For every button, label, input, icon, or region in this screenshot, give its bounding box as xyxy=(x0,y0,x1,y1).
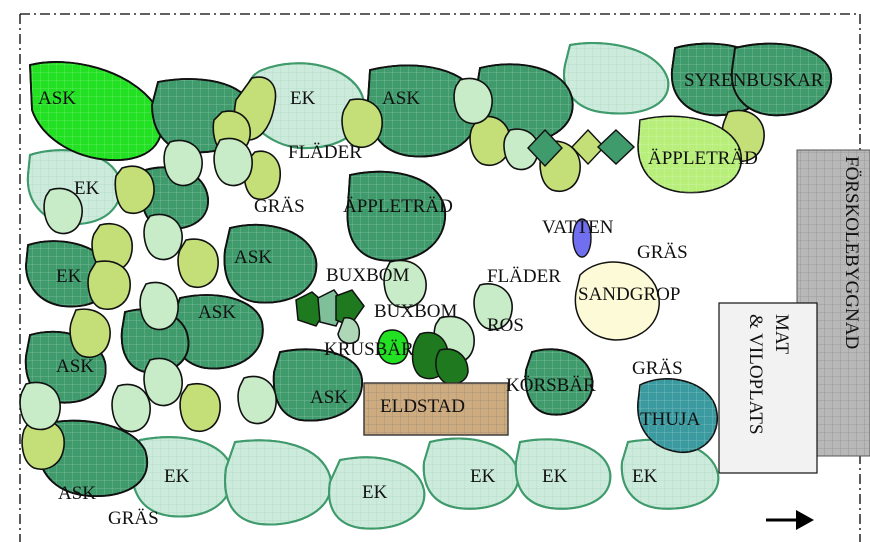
grass-blobs xyxy=(21,76,765,470)
mat-viloplats-area xyxy=(718,302,818,474)
label-gras: GRÄS xyxy=(108,508,159,529)
label-ek: EK xyxy=(362,482,388,503)
label-ek: EK xyxy=(542,466,568,487)
appletrad-right xyxy=(637,115,743,194)
label-ek: EK xyxy=(74,178,100,199)
label-ask: ASK xyxy=(38,88,76,109)
label-appletrad: ÄPPLETRÄD xyxy=(343,196,453,217)
label-forskolebyggnad: FÖRSKOLEBYGGNAD xyxy=(841,156,862,349)
label-korsbar: KÖRSBÄR xyxy=(506,375,596,396)
label-ek: EK xyxy=(164,466,190,487)
label-ek: EK xyxy=(470,466,496,487)
label-ask: ASK xyxy=(58,483,96,504)
small-shrubs xyxy=(527,128,636,168)
label-thuja: THUJA xyxy=(640,409,700,430)
label-ros: ROS xyxy=(487,315,524,336)
label-appletrad: ÄPPLETRÄD xyxy=(648,148,758,169)
buxbom-cluster xyxy=(295,289,469,385)
label-mat: MAT xyxy=(771,314,792,355)
label-ek: EK xyxy=(56,266,82,287)
map-labels: ASK EK ASK SYRENBUSKAR FLÄDER EK ÄPPLETR… xyxy=(38,70,862,529)
label-gras: GRÄS xyxy=(637,242,688,263)
label-ask: ASK xyxy=(198,302,236,323)
label-ask: ASK xyxy=(310,387,348,408)
label-flader: FLÄDER xyxy=(288,142,362,163)
label-gras: GRÄS xyxy=(632,358,683,379)
label-ek: EK xyxy=(290,88,316,109)
vatten-pond xyxy=(572,218,592,258)
label-ask: ASK xyxy=(382,88,420,109)
label-sandgrop: SANDGROP xyxy=(578,284,680,305)
label-krusbar: KRUSBÄR xyxy=(324,339,414,360)
ek-tree-group-bottom xyxy=(130,436,720,530)
label-buxbom: BUXBOM xyxy=(326,265,410,286)
right-arrow-icon xyxy=(766,510,814,530)
label-buxbom: BUXBOM xyxy=(374,301,458,322)
label-ask: ASK xyxy=(234,247,272,268)
label-viloplats: & VILOPLATS xyxy=(745,314,766,435)
label-gras: GRÄS xyxy=(254,196,305,217)
label-eldstad: ELDSTAD xyxy=(380,396,465,417)
label-flader: FLÄDER xyxy=(487,266,561,287)
site-boundary xyxy=(19,13,861,542)
label-syrenbuskar: SYRENBUSKAR xyxy=(684,70,824,91)
label-ek: EK xyxy=(632,466,658,487)
sandgrop-area xyxy=(574,261,660,341)
label-vatten: VATTEN xyxy=(542,217,614,238)
label-ask: ASK xyxy=(56,356,94,377)
